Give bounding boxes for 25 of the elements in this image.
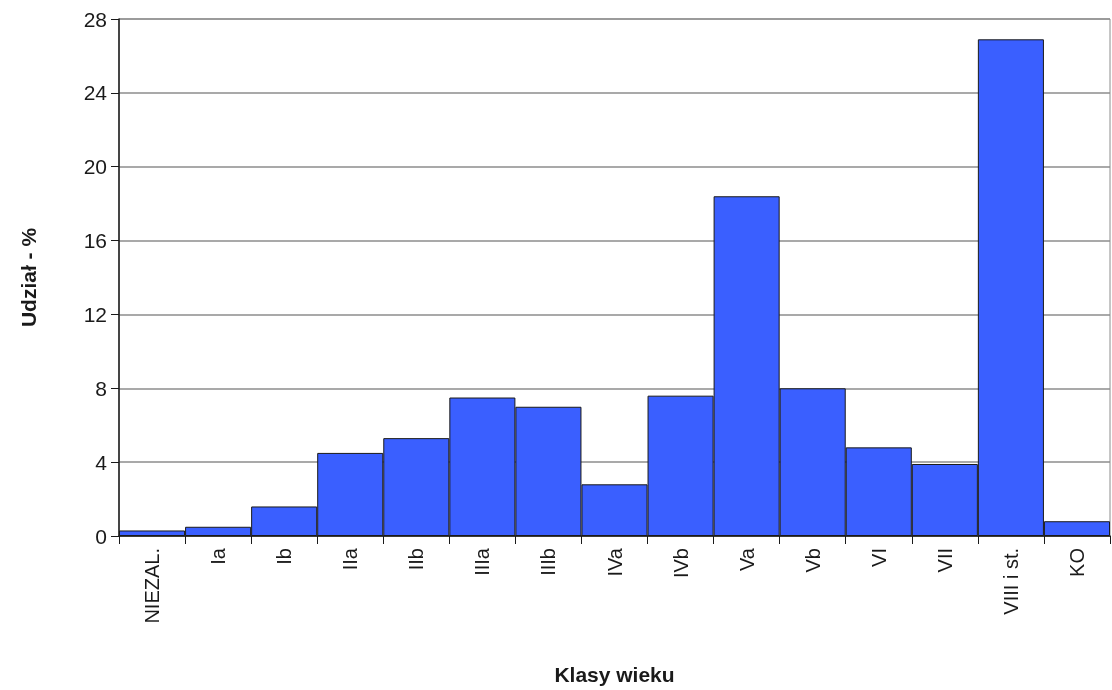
x-tick-label: KO <box>1065 548 1088 577</box>
y-tick-label: 16 <box>83 229 107 253</box>
x-tick-label: Ib <box>273 548 296 565</box>
y-tick-label: 28 <box>83 7 107 31</box>
y-tick-label: 24 <box>83 81 108 105</box>
y-tick-label: 8 <box>95 376 107 400</box>
x-tick-label: VII <box>933 548 956 573</box>
x-tick-label: Vb <box>801 548 824 573</box>
x-tick-label: IIIa <box>471 547 494 576</box>
x-tick-label: IIb <box>405 548 428 571</box>
x-tick-label: IVa <box>603 547 626 577</box>
y-axis-title: Udział - % <box>17 227 40 328</box>
x-tick-label: NIEZAL. <box>141 548 164 624</box>
y-tick-label: 20 <box>83 155 107 179</box>
x-tick-label: IVb <box>669 548 692 579</box>
x-tick-label: VI <box>867 548 890 567</box>
x-tick-label: Ia <box>207 547 230 565</box>
y-tick-label: 0 <box>95 524 107 548</box>
x-axis-title: Klasy wieku <box>554 663 675 686</box>
x-tick-label: IIIb <box>537 548 560 576</box>
x-tick-label: VIII i st. <box>999 548 1022 615</box>
y-tick-label: 4 <box>95 450 108 474</box>
x-tick-label: IIa <box>339 547 362 571</box>
y-tick-label: 12 <box>83 302 107 326</box>
x-tick-label: Va <box>735 547 758 571</box>
